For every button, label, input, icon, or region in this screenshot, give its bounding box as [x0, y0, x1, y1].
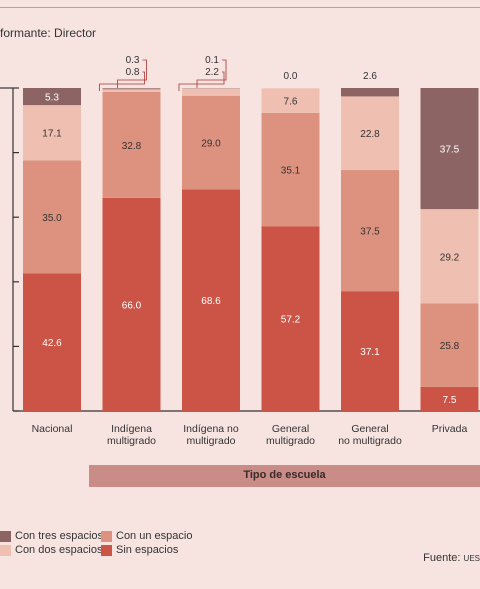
data-label-sin: 37.1: [360, 347, 380, 358]
source-value: UES: [463, 554, 480, 563]
category-label: multigrado: [186, 435, 235, 447]
bar-segment-uno: [102, 91, 161, 198]
data-label-dos: 7.6: [284, 97, 298, 108]
data-label-sin: 66.0: [122, 300, 142, 311]
data-label-sin: 68.6: [201, 296, 221, 307]
category-label: no multigrado: [338, 435, 402, 447]
data-label-sin: 42.6: [42, 338, 62, 349]
source-label: Fuente:: [423, 552, 461, 564]
data-label-above: 2.2: [205, 67, 219, 78]
legend-label-tres: Con tres espacios: [15, 530, 104, 542]
data-label-sin: 7.5: [443, 395, 457, 406]
category-label: Indígena: [111, 423, 152, 435]
legend-item-tres: Con tres espacios: [0, 530, 103, 542]
data-label-uno: 29.0: [201, 139, 221, 150]
data-label-dos: 29.2: [440, 252, 460, 263]
legend-swatch-tres: [0, 530, 11, 542]
category-label: Privada: [432, 423, 468, 435]
informant-label: formante: Director: [0, 26, 97, 40]
data-label-uno: 35.1: [281, 166, 301, 177]
x-axis-title-bar: Tipo de escuela: [89, 465, 480, 487]
y-axis: [0, 87, 480, 412]
legend-label-sin: Sin espacios: [116, 544, 179, 556]
data-label-tres: 37.5: [440, 145, 460, 156]
top-rule: [0, 7, 480, 8]
source-note: Fuente: UES: [423, 552, 480, 564]
legend-item-uno: Con un espacio: [101, 530, 192, 542]
bar-segment-tres: [23, 88, 81, 106]
x-axis-title: Tipo de escuela: [243, 469, 326, 481]
category-label: multigrado: [266, 435, 315, 447]
bar-segment-sin: [102, 197, 161, 411]
data-label-uno: 35.0: [42, 213, 62, 224]
data-label-dos: 22.8: [360, 129, 380, 140]
data-label-uno: 25.8: [440, 341, 460, 352]
data-label-dos: 17.1: [42, 129, 62, 140]
bar-segment-uno: [23, 160, 81, 274]
bar-segment-sin: [261, 226, 320, 411]
legend-label-uno: Con un espacio: [116, 530, 193, 542]
bar-segment-uno: [261, 112, 320, 227]
bar-segment-uno: [420, 303, 479, 387]
leader-line: [117, 59, 147, 88]
bar-segment-dos: [341, 96, 399, 171]
bar-segment-dos: [420, 209, 479, 304]
bar-segment-uno: [182, 95, 240, 190]
category-label: multigrado: [107, 435, 156, 447]
bar-segment-sin: [341, 291, 399, 411]
legend-swatch-sin: [101, 544, 112, 556]
legend-label-dos: Con dos espacios: [15, 544, 103, 556]
legend-item-dos: Con dos espacios: [0, 544, 102, 556]
data-label-above: 0.0: [284, 71, 298, 82]
leader-line: [178, 71, 225, 91]
bar-segment-sin: [182, 189, 240, 411]
legend-swatch-dos: [0, 544, 11, 556]
leader-line: [99, 71, 145, 91]
data-label-tres: 5.3: [45, 93, 59, 104]
data-labels: 42.6 35.0 17.1 5.3 66.0 32.8 0.30.8 68.6 29.0 0.1…: [42, 55, 459, 406]
legend-item-sin: Sin espacios: [101, 544, 178, 556]
data-label-uno: 32.8: [122, 141, 142, 152]
bar-segment-dos: [261, 88, 320, 113]
data-label-above: 0.1: [205, 55, 219, 66]
category-label: Nacional: [32, 423, 73, 435]
data-label-sin: 57.2: [281, 315, 301, 326]
bar-segment-sin: [420, 386, 479, 411]
data-label-above: 2.6: [363, 71, 377, 82]
data-label-above: 0.8: [126, 67, 140, 78]
bar-segment-tres: [420, 88, 479, 210]
data-label-above: 0.3: [126, 55, 140, 66]
category-label: General: [272, 423, 309, 435]
leader-line: [196, 59, 227, 88]
category-label: Indígena no: [183, 423, 239, 435]
bar-segment-uno: [341, 170, 399, 292]
bars: [23, 88, 479, 411]
bar-segment-tres: [102, 88, 161, 90]
bar-segment-dos: [23, 105, 81, 161]
bar-segment-dos: [102, 89, 161, 92]
bar-segment-dos: [182, 88, 240, 96]
category-label: General: [351, 423, 388, 435]
bar-segment-sin: [23, 273, 81, 411]
bar-segment-tres: [341, 88, 399, 97]
legend-swatch-uno: [101, 530, 112, 542]
data-label-uno: 37.5: [360, 227, 380, 238]
